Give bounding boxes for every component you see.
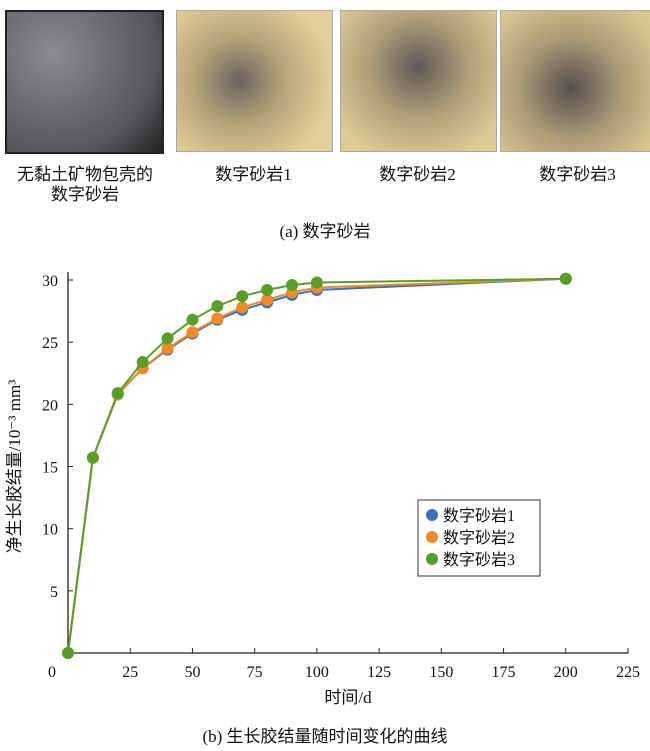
- legend-marker-1: [426, 509, 438, 521]
- y-tick-label: 30: [42, 273, 58, 290]
- legend-marker-2: [426, 531, 438, 543]
- y-tick-label: 25: [42, 335, 58, 352]
- legend-label-2: 数字砂岩2: [443, 529, 515, 547]
- series-line-3: [67, 277, 566, 654]
- data-point: [310, 276, 323, 289]
- caption-b: (b) 生长胶结量随时间变化的曲线: [202, 727, 448, 746]
- caption-a: (a) 数字砂岩: [279, 222, 371, 241]
- sandstone-image-2: [340, 10, 497, 152]
- sample-label-0: 无黏土矿物包壳的 数字砂岩: [17, 165, 153, 204]
- data-point: [161, 342, 174, 355]
- x-tick-label: 200: [554, 664, 578, 681]
- x-tick-label: 25: [122, 664, 138, 681]
- x-tick-label: 50: [184, 664, 200, 681]
- data-point: [161, 332, 174, 345]
- sample-label-3: 数字砂岩3: [539, 165, 616, 184]
- data-point: [86, 451, 99, 464]
- legend-marker-3: [426, 553, 438, 565]
- sandstone-image-1: [176, 10, 333, 152]
- x-tick-label: 150: [429, 664, 453, 681]
- data-point: [211, 312, 224, 325]
- legend-label-3: 数字砂岩3: [443, 551, 515, 569]
- y-tick-label: 20: [42, 397, 58, 414]
- y-tick-label: 5: [50, 584, 58, 601]
- x-axis-label: 时间/d: [324, 688, 372, 707]
- y-axis-label: 净生长胶结量/10⁻³ mm³: [5, 380, 24, 554]
- data-point: [559, 272, 572, 285]
- sandstone-image-gray: [5, 10, 164, 154]
- data-point: [261, 283, 274, 296]
- data-point: [261, 293, 274, 306]
- data-point: [186, 313, 199, 326]
- x-tick-label: 175: [492, 664, 516, 681]
- legend-label-1: 数字砂岩1: [443, 507, 515, 525]
- series-line-1: [67, 277, 566, 654]
- x-tick-label: 125: [367, 664, 391, 681]
- x-tick-label: 225: [616, 664, 640, 681]
- legend-box: [417, 499, 541, 577]
- series-line-2: [67, 277, 566, 654]
- y-tick-label: 10: [42, 522, 58, 539]
- data-point: [136, 356, 149, 369]
- data-point: [236, 290, 249, 303]
- sample-label-2: 数字砂岩2: [379, 165, 456, 184]
- x-tick-label: 100: [305, 664, 329, 681]
- data-point: [62, 647, 74, 659]
- x-tick-label: 0: [48, 664, 56, 681]
- data-point: [111, 387, 124, 400]
- data-point: [211, 300, 224, 313]
- data-point: [286, 278, 298, 291]
- x-tick-label: 75: [247, 664, 263, 681]
- data-point: [236, 301, 249, 314]
- y-tick-label: 15: [42, 460, 58, 477]
- data-point: [186, 326, 199, 339]
- sample-label-1: 数字砂岩1: [215, 165, 292, 184]
- sandstone-image-3: [500, 10, 650, 152]
